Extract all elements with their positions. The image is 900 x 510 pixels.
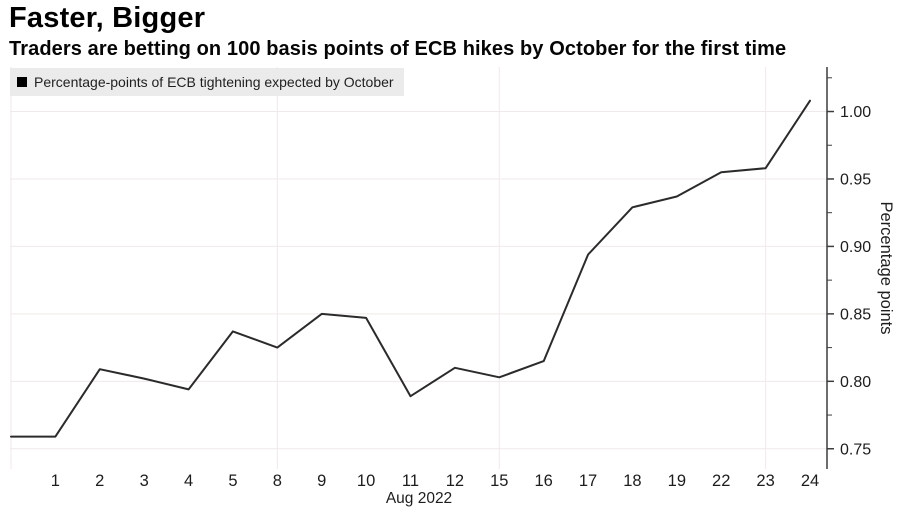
x-tick-label: 24 <box>801 472 819 490</box>
x-tick-label: 12 <box>446 472 464 490</box>
x-tick-label: 18 <box>623 472 641 490</box>
x-tick-label: 22 <box>712 472 730 490</box>
chart-title: Faster, Bigger <box>9 2 206 34</box>
y-tick-label: 1.00 <box>840 104 871 121</box>
x-axis-title: Aug 2022 <box>386 490 452 507</box>
y-tick-label: 0.95 <box>840 171 871 188</box>
x-tick-label: 16 <box>534 472 552 490</box>
x-tick-label: 23 <box>756 472 774 490</box>
x-tick-label: 2 <box>95 472 104 490</box>
y-axis-title: Percentage points <box>877 201 895 334</box>
x-tick-label: 15 <box>490 472 508 490</box>
legend-label: Percentage-points of ECB tightening expe… <box>34 74 394 90</box>
x-tick-label: 10 <box>357 472 375 490</box>
y-tick-label: 0.80 <box>840 374 871 391</box>
x-tick-label: 9 <box>317 472 326 490</box>
y-tick-label: 0.90 <box>840 239 871 256</box>
x-tick-label: 11 <box>402 472 419 490</box>
x-tick-label: 3 <box>140 472 149 490</box>
x-tick-label: 4 <box>184 472 193 490</box>
y-tick-label: 0.85 <box>840 306 871 323</box>
x-tick-label: 8 <box>273 472 282 490</box>
data-line <box>10 99 811 438</box>
x-tick-label: 1 <box>51 472 60 490</box>
x-tick-label: 19 <box>668 472 686 490</box>
x-tick-label: 5 <box>228 472 237 490</box>
legend: Percentage-points of ECB tightening expe… <box>10 68 404 96</box>
chart-subtitle: Traders are betting on 100 basis points … <box>9 38 787 60</box>
x-tick-label: 17 <box>579 472 597 490</box>
legend-series-marker-icon <box>17 77 27 87</box>
y-tick-label: 0.75 <box>840 441 871 458</box>
